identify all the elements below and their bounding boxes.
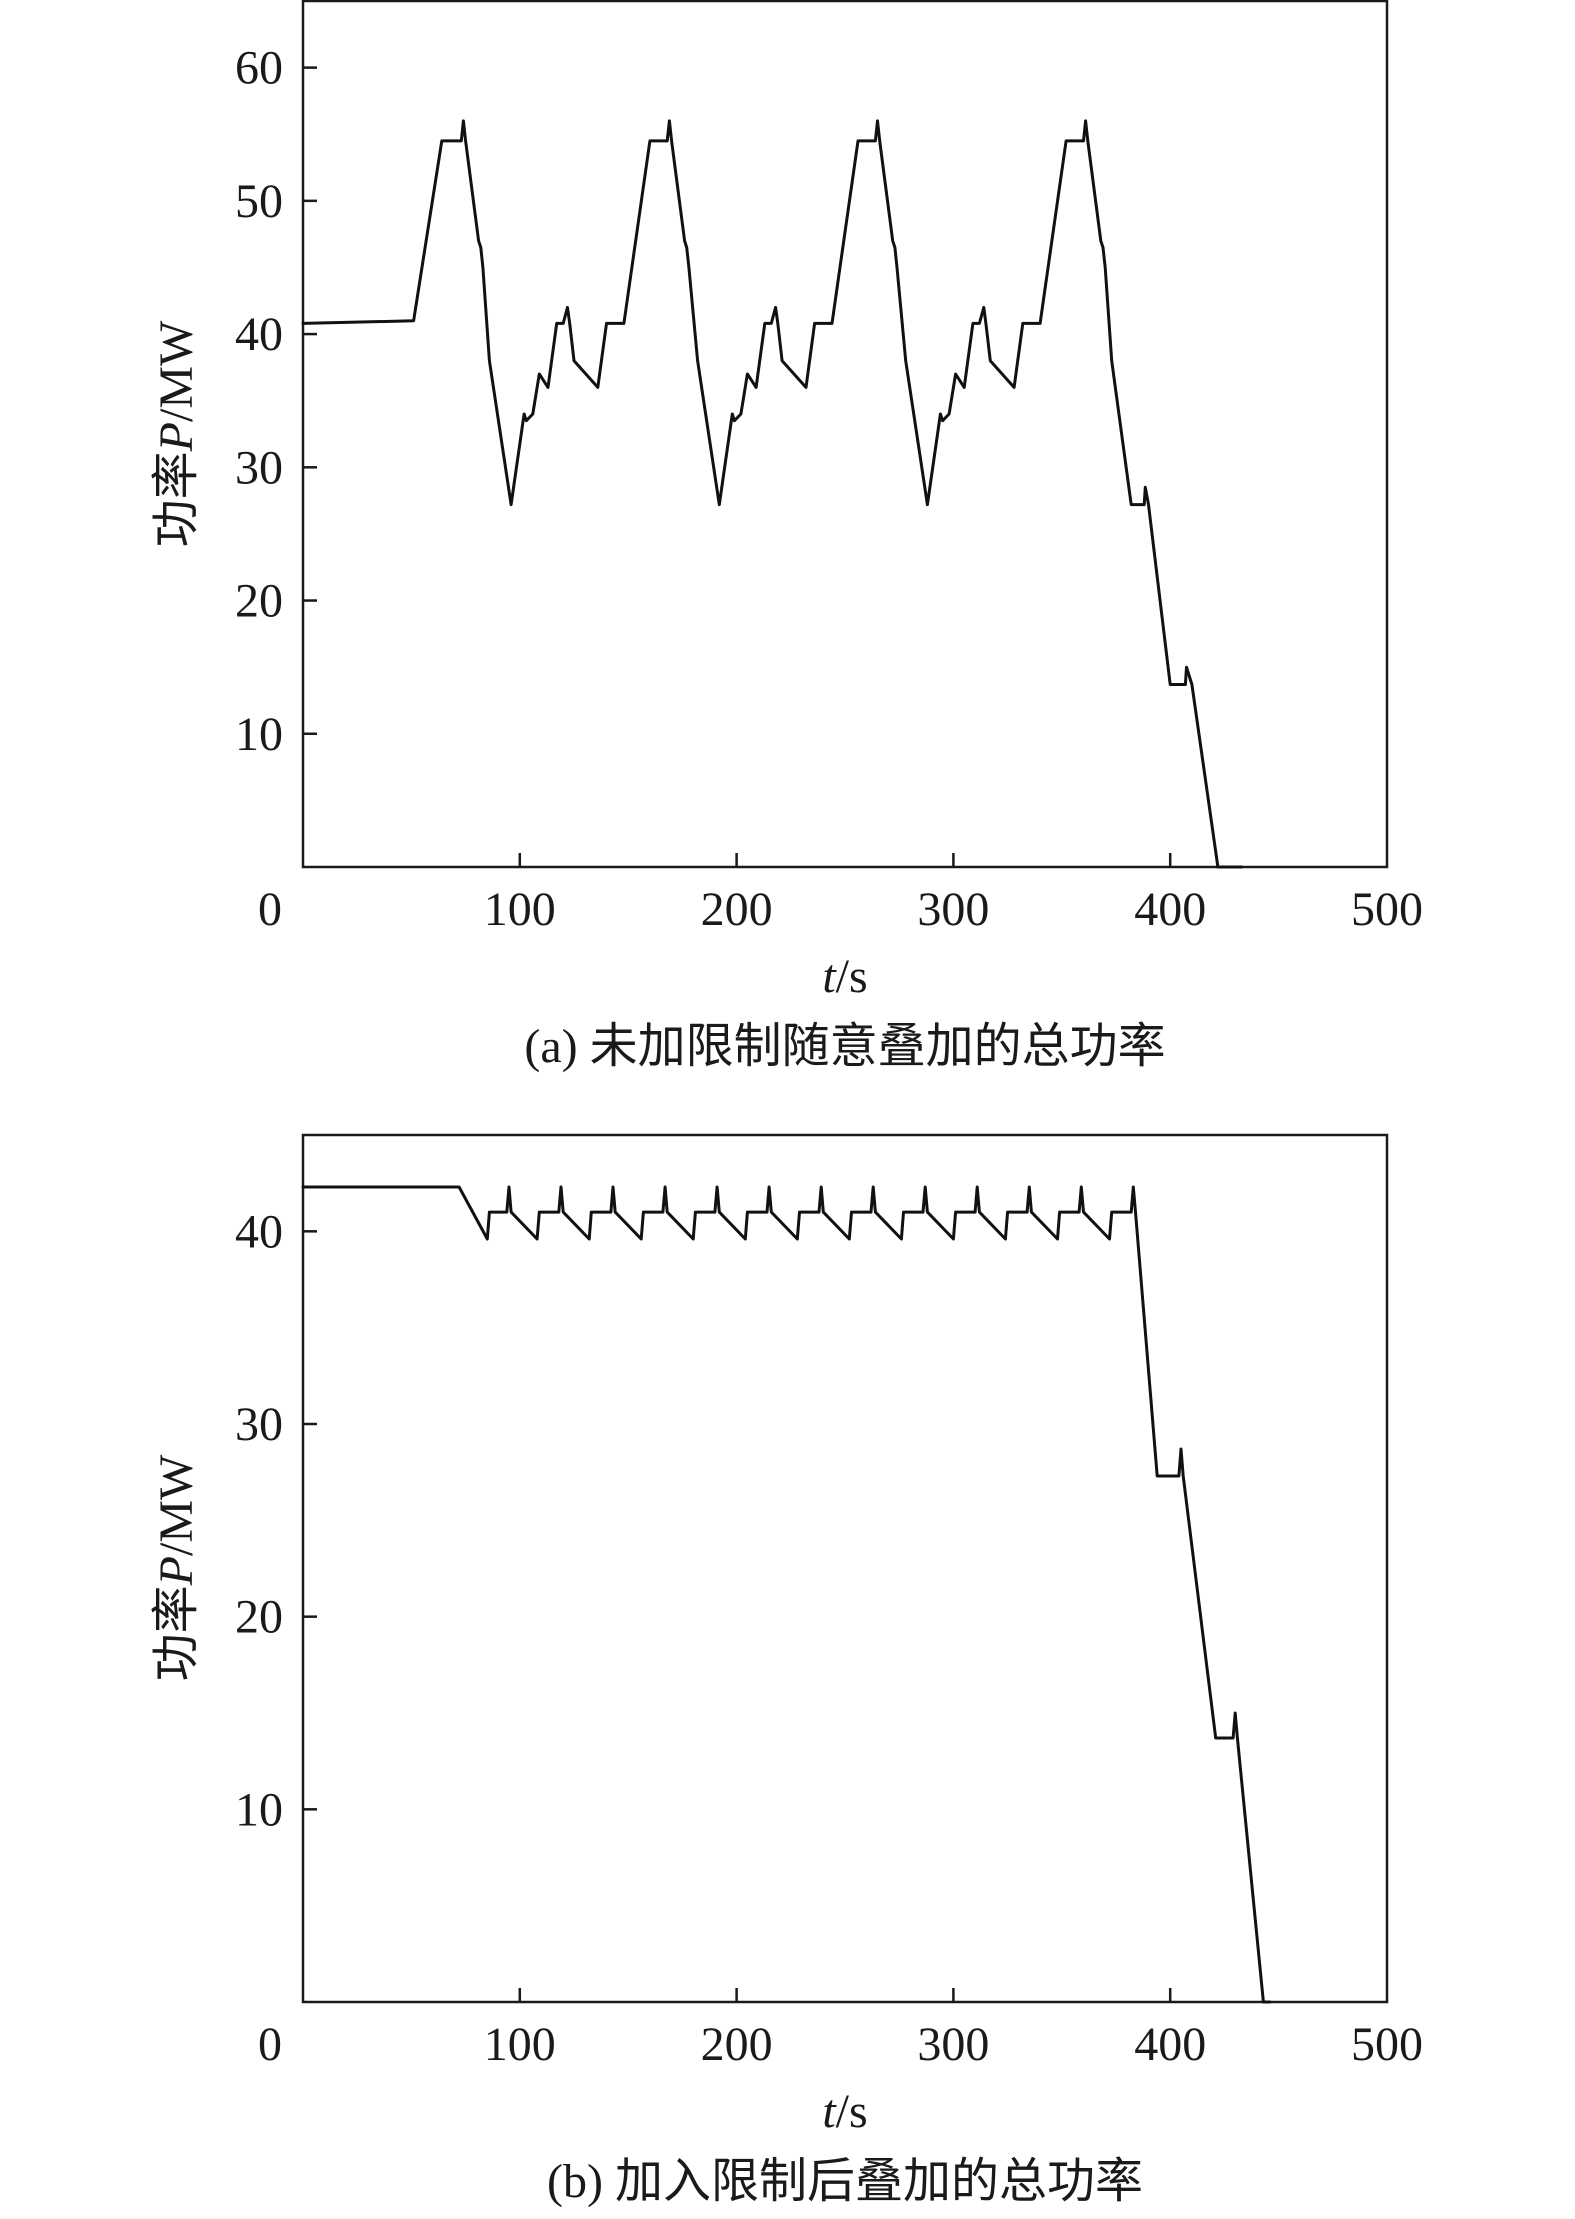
chart-a-power-line	[301, 119, 1244, 869]
chart-b-caption: (b) 加入限制后叠加的总功率	[547, 2155, 1143, 2208]
chart-a-y-tick-label: 50	[235, 175, 283, 228]
chart-b-x-tick-label: 200	[701, 2018, 773, 2071]
chart-b-origin-label: 0	[258, 2018, 282, 2071]
chart-a-x-tick-label: 400	[1134, 883, 1206, 936]
chart-b-y-tick-label: 30	[235, 1398, 283, 1451]
chart-b-power-line	[301, 1185, 1272, 2004]
chart-b-x-tick-label: 500	[1351, 2018, 1423, 2071]
chart-b-y-tick-label: 20	[235, 1591, 283, 1644]
chart-a-x-ticks: 100 200 300 400 500	[484, 853, 1423, 936]
chart-a-y-axis-label: 功率P/MW	[150, 320, 203, 547]
chart-a-x-tick-label: 200	[701, 883, 773, 936]
chart-b-x-axis-label: t/s	[822, 2085, 867, 2138]
chart-a-y-ticks: 10 20 30 40 50 60	[235, 42, 317, 761]
chart-a-y-tick-label: 10	[235, 708, 283, 761]
chart-b: 10 20 30 40 100 200 300 400 500 0 t/s 功率P/MW (b…	[150, 1133, 1423, 2208]
chart-b-y-tick-label: 10	[235, 1783, 283, 1836]
chart-b-plot-frame	[301, 1133, 1389, 2004]
chart-a-x-tick-label: 100	[484, 883, 556, 936]
chart-b-x-tick-label: 400	[1134, 2018, 1206, 2071]
chart-a-x-axis-label: t/s	[822, 950, 867, 1003]
chart-a-y-tick-label: 40	[235, 308, 283, 361]
chart-b-y-axis-label: 功率P/MW	[150, 1454, 203, 1681]
chart-a-y-tick-label: 60	[235, 42, 283, 95]
chart-b-x-tick-label: 100	[484, 2018, 556, 2071]
chart-b-x-tick-label: 300	[917, 2018, 989, 2071]
chart-a-y-tick-label: 30	[235, 441, 283, 494]
chart-a-y-tick-label: 20	[235, 575, 283, 628]
chart-b-y-tick-label: 40	[235, 1205, 283, 1258]
chart-a-x-tick-label: 300	[917, 883, 989, 936]
chart-a-plot-frame	[301, 0, 1389, 869]
chart-a-x-tick-label: 500	[1351, 883, 1423, 936]
chart-b-x-ticks: 100 200 300 400 500	[484, 1988, 1423, 2071]
chart-a-caption: (a) 未加限制随意叠加的总功率	[524, 1020, 1165, 1073]
chart-a: 10 20 30 40 50 60 100 200 300 400 500 0 t/s 功率P/M…	[150, 0, 1423, 1073]
chart-a-origin-label: 0	[258, 883, 282, 936]
chart-b-y-ticks: 10 20 30 40	[235, 1205, 317, 1836]
